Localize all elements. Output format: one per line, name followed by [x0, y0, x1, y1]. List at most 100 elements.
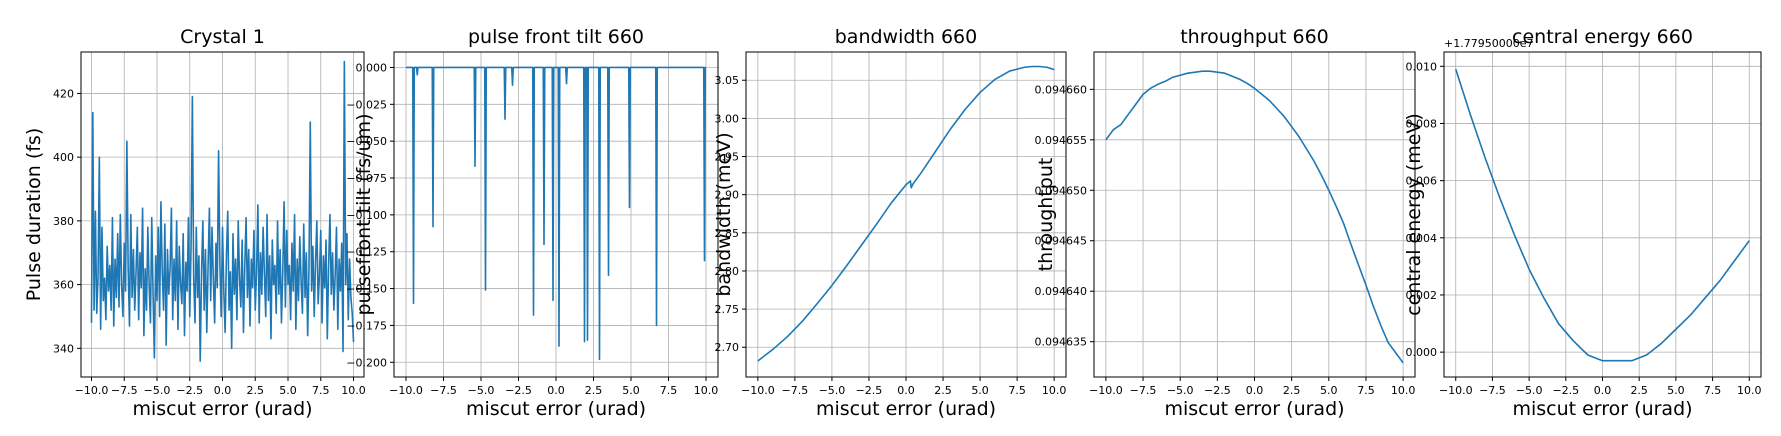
x-tick-label: 5.0	[1667, 384, 1685, 397]
x-tick-label: 7.5	[1704, 384, 1722, 397]
y-tick-label: −0.100	[346, 209, 387, 222]
y-tick-label: 2.95	[715, 151, 740, 164]
x-tick-label: −7.5	[111, 384, 138, 397]
x-tick-label: 0.0	[547, 384, 565, 397]
y-tick-label: 2.70	[715, 341, 740, 354]
series-line	[757, 65, 1055, 362]
y-tick-label: 0.008	[1406, 117, 1438, 130]
y-tick-label: 380	[53, 215, 74, 228]
y-offset-label: +1.77950000e7	[1444, 37, 1533, 50]
x-tick-label: −2.5	[176, 384, 203, 397]
x-tick-label: 2.5	[934, 384, 952, 397]
x-axis-label: miscut error (urad)	[466, 398, 646, 420]
x-tick-label: −2.5	[1204, 384, 1231, 397]
x-tick-label: 0.0	[1246, 384, 1264, 397]
y-tick-label: 420	[53, 87, 74, 100]
y-tick-label: 0.094650	[1035, 184, 1088, 197]
y-tick-label: 0.010	[1406, 60, 1438, 73]
x-tick-label: −5.0	[1167, 384, 1194, 397]
x-tick-label: 10.0	[1391, 384, 1416, 397]
x-tick-label: 2.5	[585, 384, 603, 397]
y-tick-label: 0.094660	[1035, 83, 1088, 96]
y-tick-label: 340	[53, 342, 74, 355]
y-tick-label: 2.85	[715, 227, 740, 240]
x-tick-label: 10.0	[1737, 384, 1762, 397]
chart-panel-2: −10.0 −7.5 −5.0 −2.5 0.0 2.5 5.0 7.5 10.0 0.000 −0…	[346, 26, 719, 420]
y-tick-label: 2.75	[715, 303, 740, 316]
y-tick-label: 0.006	[1406, 175, 1438, 188]
x-tick-label: −10.0	[389, 384, 423, 397]
x-tick-label: −7.5	[430, 384, 457, 397]
x-tick-label: −5.0	[468, 384, 495, 397]
y-tick-label: 3.05	[715, 74, 740, 87]
series-line	[90, 60, 355, 362]
x-tick-label: −5.0	[819, 384, 846, 397]
x-tick-label: −2.5	[856, 384, 883, 397]
y-tick-label: 0.094645	[1035, 235, 1088, 248]
chart-title: throughput 660	[1180, 26, 1329, 48]
x-tick-label: 5.0	[971, 384, 989, 397]
chart-title: pulse front tilt 660	[468, 26, 644, 48]
chart-panel-4: −10.0 −7.5 −5.0 −2.5 0.0 2.5 5.0 7.5 10.0 0.09463…	[1035, 26, 1416, 420]
y-tick-label: 2.80	[715, 265, 740, 278]
chart-title: Crystal 1	[180, 26, 265, 48]
x-tick-label: −10.0	[741, 384, 775, 397]
y-tick-label: 3.00	[715, 112, 740, 125]
y-tick-label: 0.000	[1406, 346, 1438, 359]
x-tick-label: −5.0	[1516, 384, 1543, 397]
chart-panel-3: −10.0 −7.5 −5.0 −2.5 0.0 2.5 5.0 7.5 10.0 2.70 2.7…	[713, 26, 1067, 420]
x-axis-label: miscut error (urad)	[1164, 398, 1344, 420]
x-tick-label: −10.0	[75, 384, 109, 397]
x-tick-label: 2.5	[247, 384, 265, 397]
y-tick-label: 0.094655	[1035, 134, 1088, 147]
x-tick-label: 0.0	[1594, 384, 1612, 397]
y-tick-label: 2.90	[715, 189, 740, 202]
y-tick-label: 0.094635	[1035, 336, 1088, 349]
chart-title: central energy 660	[1512, 26, 1693, 48]
y-tick-label: −0.125	[346, 246, 387, 259]
y-tick-label: −0.175	[346, 319, 387, 332]
x-tick-label: 2.5	[1630, 384, 1648, 397]
chart-title: bandwidth 660	[835, 26, 977, 48]
y-axis-label: central energy (meV)	[1403, 113, 1425, 316]
series-line	[1105, 70, 1404, 364]
chart-panel-1: −10.0 −7.5 −5.0 −2.5 0.0 2.5 5.0 7.5 10.0 340 360 3…	[23, 26, 366, 420]
series-line	[406, 66, 707, 361]
x-tick-label: 10.0	[341, 384, 366, 397]
x-tick-label: 7.5	[1008, 384, 1026, 397]
x-tick-label: 7.5	[1357, 384, 1375, 397]
y-tick-label: −0.025	[346, 98, 387, 111]
series-line	[1454, 68, 1750, 362]
y-axis-label: Pulse duration (fs)	[23, 128, 45, 301]
y-axis-label: bandwidth (meV)	[713, 132, 735, 296]
x-tick-label: −7.5	[1130, 384, 1157, 397]
x-tick-label: −10.0	[1439, 384, 1473, 397]
y-tick-label: 0.000	[356, 61, 388, 74]
chart-panel-5: −10.0 −7.5 −5.0 −2.5 0.0 2.5 5.0 7.5 10.0 0.000 0.…	[1403, 26, 1762, 420]
x-axis-label: miscut error (urad)	[132, 398, 312, 420]
y-tick-label: −0.200	[346, 356, 387, 369]
x-tick-label: −7.5	[1479, 384, 1506, 397]
x-tick-label: 10.0	[1042, 384, 1067, 397]
y-tick-label: −0.075	[346, 172, 387, 185]
y-tick-label: 0.094640	[1035, 285, 1088, 298]
x-tick-label: 7.5	[660, 384, 678, 397]
y-tick-label: 400	[53, 151, 74, 164]
x-tick-label: 2.5	[1283, 384, 1301, 397]
x-tick-label: 5.0	[279, 384, 297, 397]
x-tick-label: −10.0	[1089, 384, 1123, 397]
x-tick-label: −7.5	[782, 384, 809, 397]
x-tick-label: 5.0	[622, 384, 640, 397]
y-tick-label: 0.004	[1406, 232, 1438, 245]
y-tick-label: −0.150	[346, 283, 387, 296]
y-tick-label: 360	[53, 279, 74, 292]
x-tick-label: −2.5	[505, 384, 532, 397]
x-tick-label: 0.0	[897, 384, 915, 397]
x-tick-label: −5.0	[144, 384, 171, 397]
x-axis-label: miscut error (urad)	[1512, 398, 1692, 420]
x-tick-label: 7.5	[312, 384, 330, 397]
x-tick-label: 10.0	[694, 384, 719, 397]
y-tick-label: −0.050	[346, 135, 387, 148]
